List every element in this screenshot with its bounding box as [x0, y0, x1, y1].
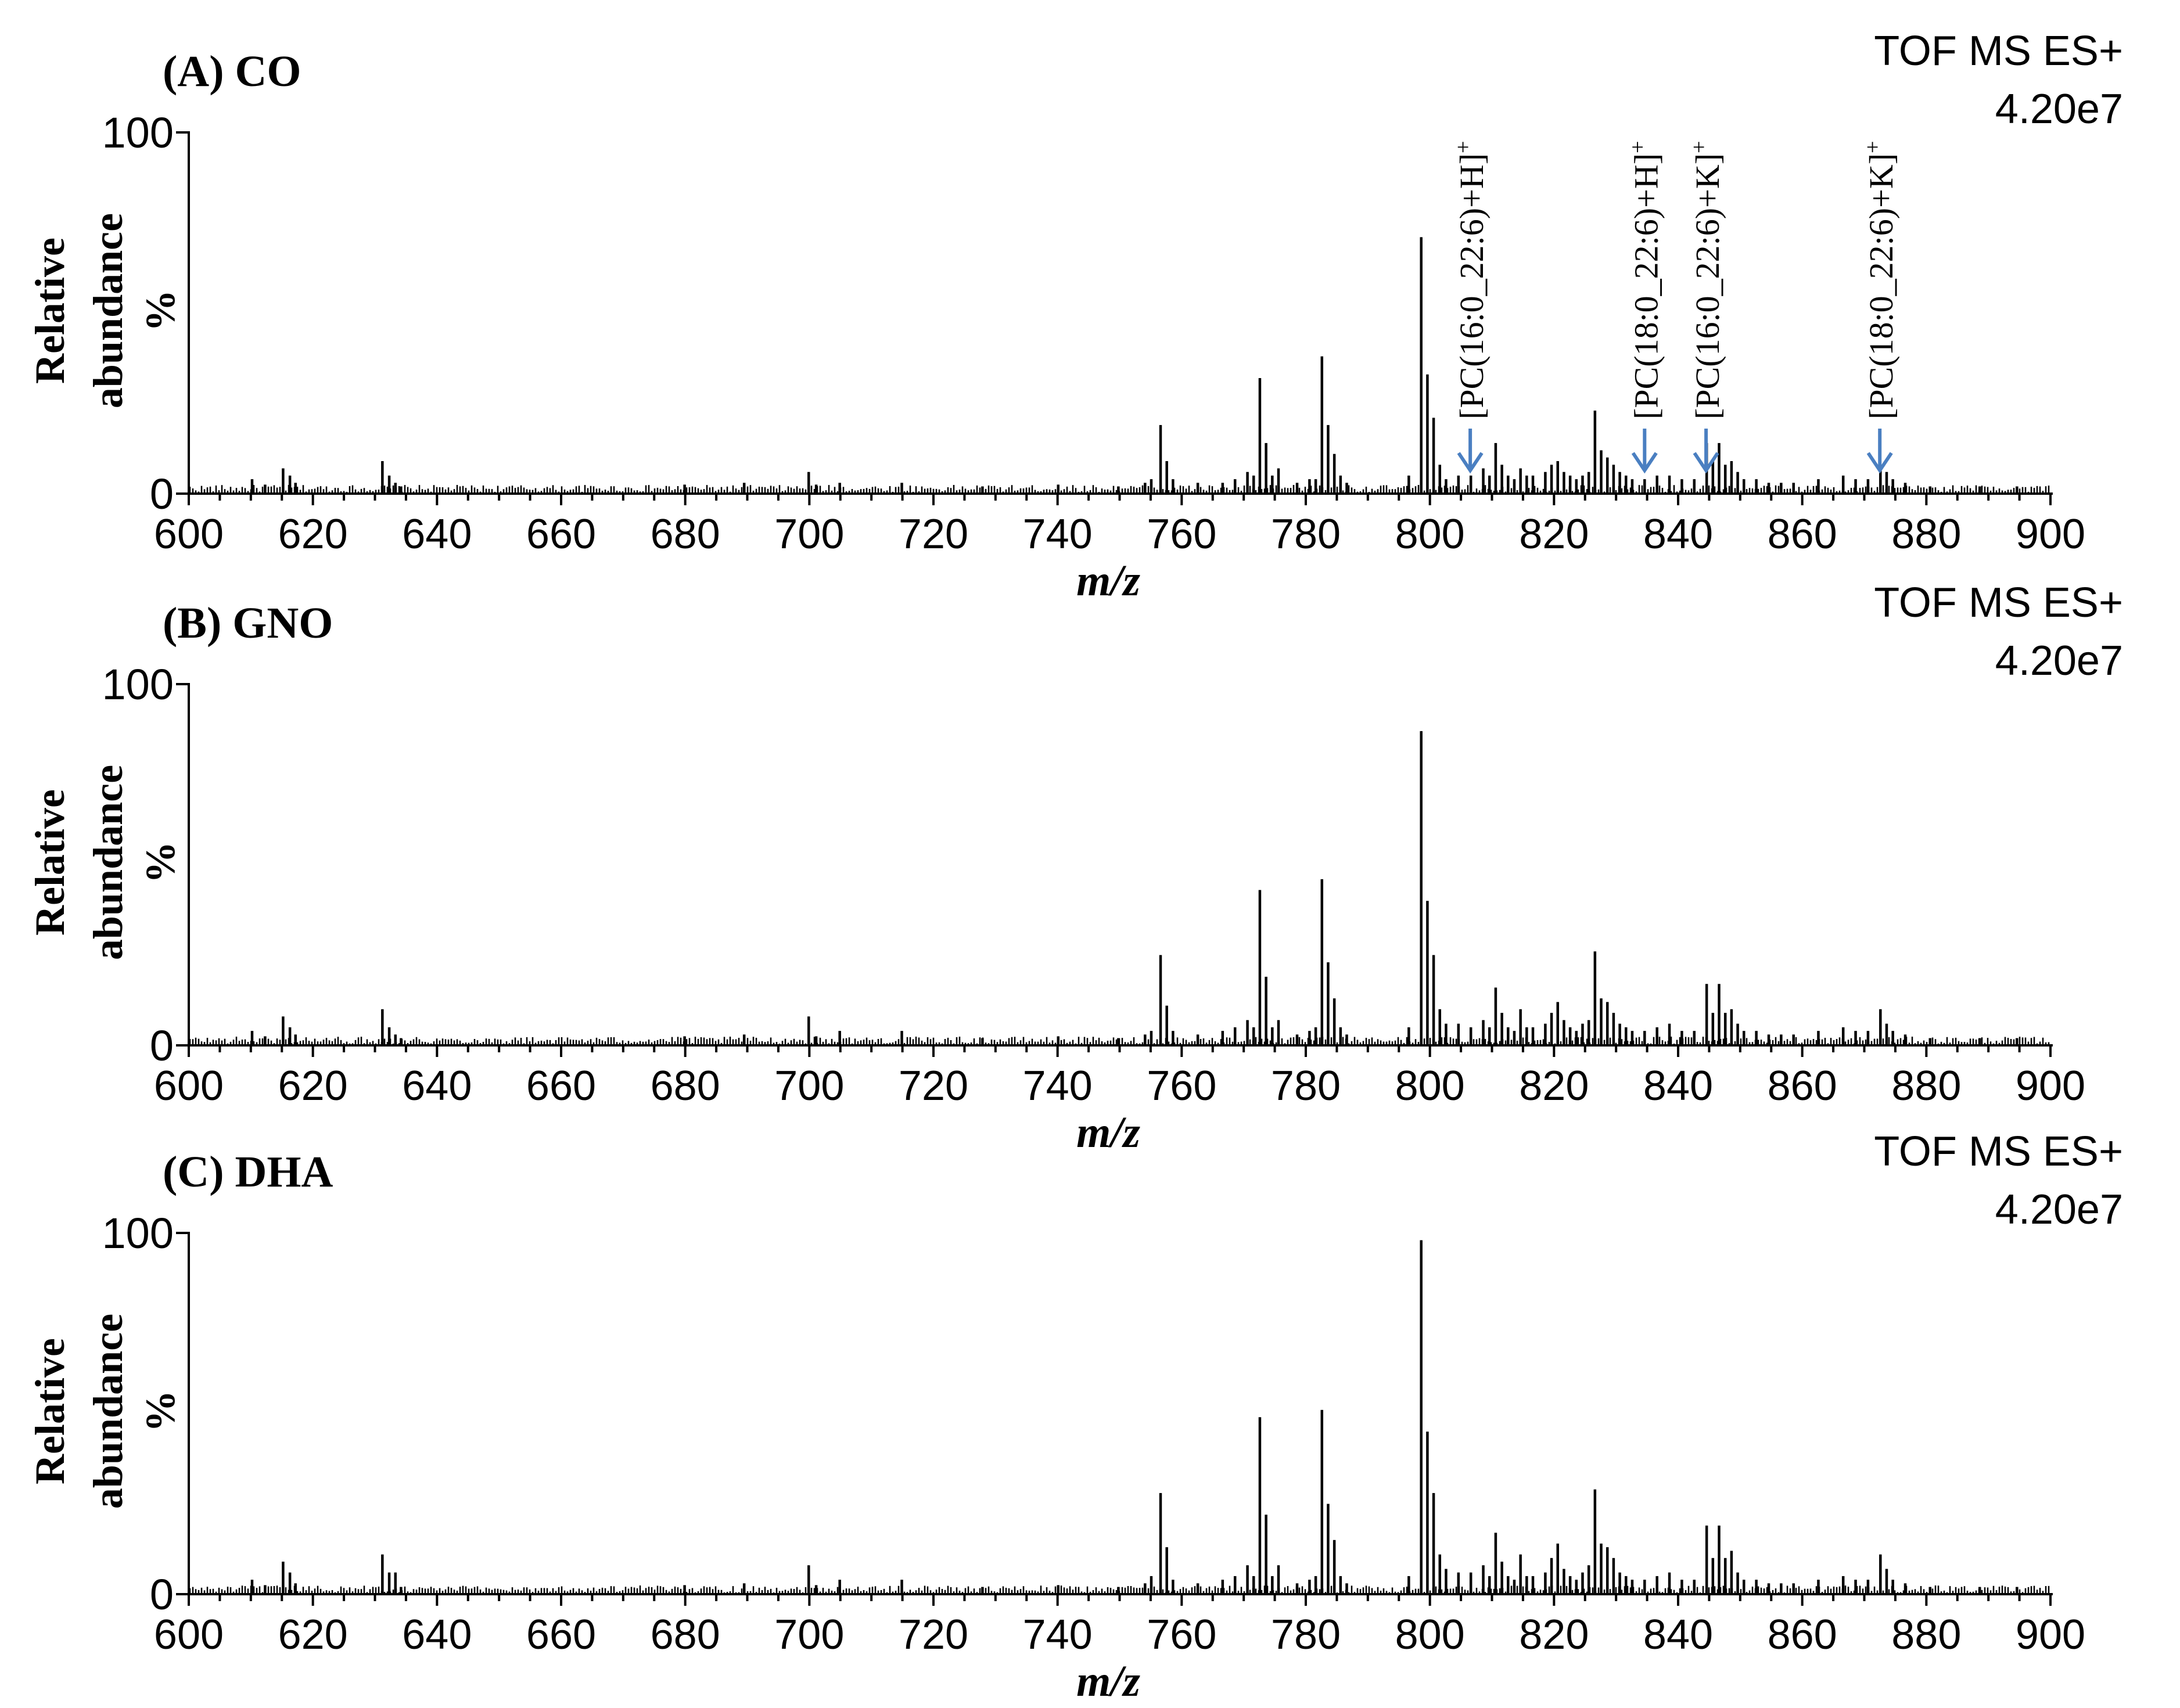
x-tick-label: 840	[1643, 1063, 1713, 1109]
x-tick-label: 660	[526, 1063, 596, 1109]
plot-area: 0 100 600 620 640 660 680 700 720 740 760 780 800 820…	[102, 109, 2086, 558]
x-axis-label: m/z	[1076, 1108, 1140, 1157]
x-tick-label: 700	[774, 511, 844, 558]
x-tick-label: 840	[1643, 511, 1713, 558]
peak-annotation: [PC(16:0_22:6)+H]+	[1451, 141, 1491, 474]
x-tick-label: 880	[1891, 1063, 1961, 1109]
panel-title: (A) CO	[163, 47, 301, 96]
annotation-charge: +	[1687, 141, 1711, 153]
x-tick-label: 900	[2016, 1063, 2085, 1109]
spectrum-panel-b: (B) GNO TOF MS ES+ 4.20e7 Relative abund…	[27, 580, 2123, 1157]
x-tick-label: 740	[1023, 1063, 1093, 1109]
down-arrow-icon	[1631, 452, 1658, 474]
x-tick-label: 620	[278, 511, 348, 558]
x-tick-label: 740	[1023, 1612, 1093, 1658]
annotation-label: [PC(16:0_22:6)+K]+	[1687, 141, 1726, 419]
instrument-label: TOF MS ES+	[1874, 580, 2123, 626]
y-tick-label: 100	[102, 109, 174, 157]
x-tick-label: 600	[154, 1063, 224, 1109]
peak-annotation: [PC(16:0_22:6)+K]+	[1687, 141, 1726, 474]
x-tick-label: 740	[1023, 511, 1093, 558]
annotation-label: [PC(18:0_22:6)+H]+	[1625, 141, 1665, 419]
x-tick-label: 860	[1768, 1612, 1837, 1658]
intensity-scale-label: 4.20e7	[1995, 1186, 2123, 1233]
x-tick-label: 620	[278, 1063, 348, 1109]
x-tick-label: 680	[651, 1063, 720, 1109]
y-tick-label: 0	[150, 1022, 174, 1070]
plot-area: 0 100 600 620 640 660 680 700 720 740 760 780 800 820…	[102, 660, 2086, 1109]
x-tick-label: 660	[526, 1612, 596, 1658]
annotation-label: [PC(18:0_22:6)+K]+	[1861, 141, 1900, 419]
y-axis-label-line2: abundance	[85, 213, 131, 408]
y-tick-label: 0	[150, 470, 174, 518]
x-tick-label: 780	[1271, 1063, 1341, 1109]
y-axis-label-line1: Relative	[27, 238, 73, 384]
x-tick-label: 780	[1271, 511, 1341, 558]
annotation-charge: +	[1625, 141, 1650, 153]
x-tick-label: 600	[154, 1612, 224, 1658]
annotation-charge: +	[1861, 141, 1885, 153]
x-tick-label: 760	[1147, 511, 1216, 558]
x-axis-label: m/z	[1076, 556, 1140, 605]
down-arrow-icon	[1457, 452, 1484, 474]
x-tick-label: 700	[774, 1063, 844, 1109]
x-tick-label: 720	[899, 1612, 968, 1658]
y-axis-label-line1: Relative	[27, 1338, 73, 1484]
y-axis-unit-label: %	[137, 290, 184, 332]
x-tick-label: 720	[899, 511, 968, 558]
down-arrow-icon	[1866, 452, 1893, 474]
x-tick-label: 680	[651, 511, 720, 558]
y-tick-label: 100	[102, 1209, 174, 1257]
annotation-label: [PC(16:0_22:6)+H]+	[1451, 141, 1491, 419]
x-tick-label: 640	[402, 1063, 472, 1109]
x-tick-label: 640	[402, 511, 472, 558]
y-axis-label-line1: Relative	[27, 789, 73, 936]
spectrum-panel-c: (C) DHA TOF MS ES+ 4.20e7 Relative abund…	[27, 1128, 2123, 1706]
x-tick-label: 620	[278, 1612, 348, 1658]
x-tick-label: 700	[774, 1612, 844, 1658]
intensity-scale-label: 4.20e7	[1995, 638, 2123, 684]
y-tick-label: 0	[150, 1570, 174, 1619]
annotation-charge: +	[1451, 141, 1475, 153]
x-axis-label: m/z	[1076, 1657, 1140, 1706]
x-tick-label: 760	[1147, 1612, 1216, 1658]
x-tick-label: 720	[899, 1063, 968, 1109]
y-axis-unit-label: %	[137, 1390, 184, 1432]
x-tick-label: 840	[1643, 1612, 1713, 1658]
peak-annotation: [PC(18:0_22:6)+K]+	[1861, 141, 1900, 474]
y-axis-unit-label: %	[137, 842, 184, 883]
x-tick-label: 820	[1519, 511, 1589, 558]
plot-area: 0 100 600 620 640 660 680 700 720 740 760 780 800 820…	[102, 1209, 2086, 1658]
y-axis-label-line2: abundance	[85, 1314, 131, 1509]
x-tick-label: 800	[1395, 511, 1465, 558]
x-tick-label: 860	[1768, 1063, 1837, 1109]
x-tick-label: 880	[1891, 1612, 1961, 1658]
x-tick-label: 600	[154, 511, 224, 558]
x-tick-label: 680	[651, 1612, 720, 1658]
x-tick-label: 660	[526, 511, 596, 558]
instrument-label: TOF MS ES+	[1874, 28, 2123, 74]
x-tick-label: 800	[1395, 1063, 1465, 1109]
x-tick-label: 860	[1768, 511, 1837, 558]
x-tick-label: 900	[2016, 1612, 2085, 1658]
x-tick-label: 880	[1891, 511, 1961, 558]
x-tick-label: 780	[1271, 1612, 1341, 1658]
x-tick-label: 820	[1519, 1612, 1589, 1658]
panel-title: (B) GNO	[163, 599, 333, 648]
instrument-label: TOF MS ES+	[1874, 1128, 2123, 1175]
spectrum-panel-a: (A) CO TOF MS ES+ 4.20e7 Relative abunda…	[27, 28, 2123, 605]
down-arrow-icon	[1693, 452, 1719, 474]
peak-annotation: [PC(18:0_22:6)+H]+	[1625, 141, 1665, 474]
x-tick-label: 640	[402, 1612, 472, 1658]
y-axis-label-line2: abundance	[85, 765, 131, 960]
x-tick-label: 800	[1395, 1612, 1465, 1658]
x-tick-label: 900	[2016, 511, 2085, 558]
intensity-scale-label: 4.20e7	[1995, 86, 2123, 132]
y-tick-label: 100	[102, 660, 174, 709]
x-tick-label: 820	[1519, 1063, 1589, 1109]
panel-title: (C) DHA	[163, 1148, 333, 1196]
x-tick-label: 760	[1147, 1063, 1216, 1109]
